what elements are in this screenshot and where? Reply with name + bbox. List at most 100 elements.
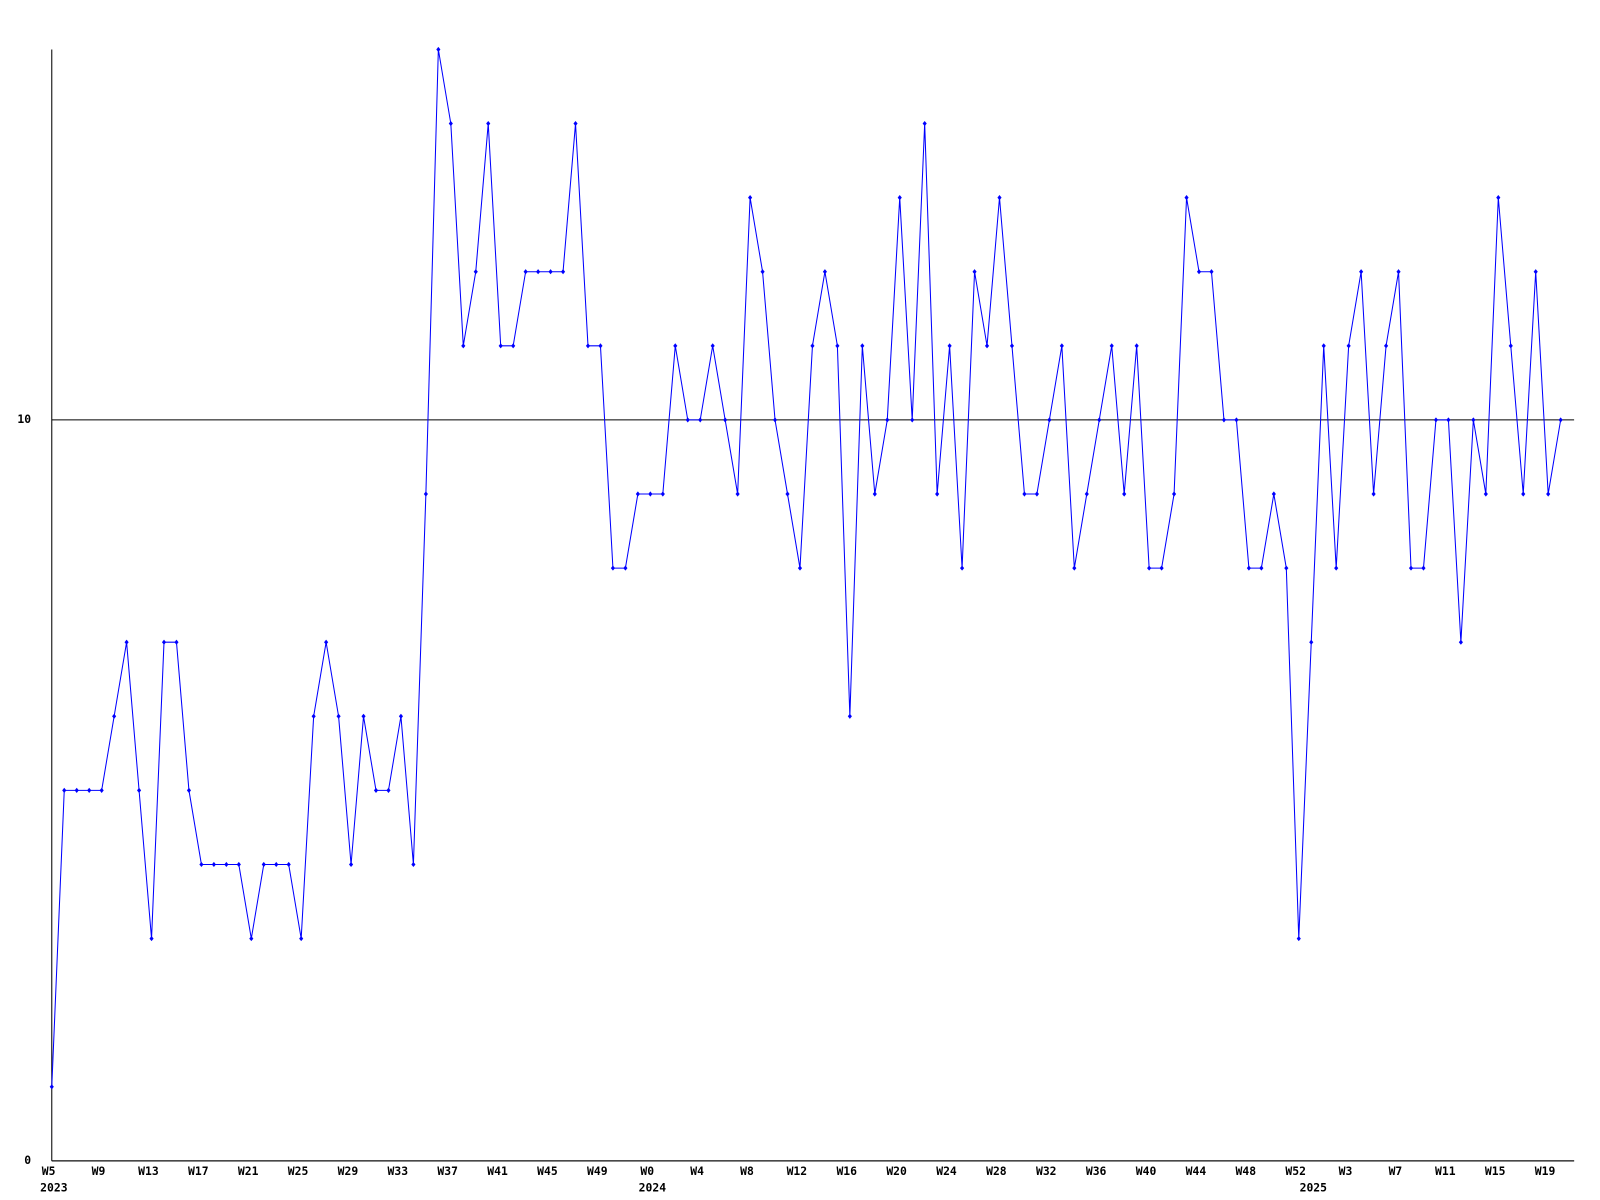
x-tick-label: W33 — [388, 1164, 409, 1178]
data-point — [161, 639, 167, 645]
x-tick-label: W45 — [537, 1164, 558, 1178]
x-tick-label: W41 — [487, 1164, 508, 1178]
grid — [51, 419, 1575, 1162]
x-tick-label: W49 — [587, 1164, 608, 1178]
data-point — [885, 417, 890, 423]
data-point — [1383, 343, 1389, 349]
data-point — [1084, 491, 1089, 497]
data-point — [1159, 565, 1164, 571]
data-point — [1034, 491, 1039, 497]
x-tick-label: W40 — [1136, 1164, 1157, 1178]
data-point — [1009, 343, 1015, 349]
data-point — [99, 787, 104, 793]
data-point — [685, 417, 690, 423]
data-point — [598, 343, 603, 349]
data-point — [174, 639, 179, 645]
data-point — [872, 491, 877, 497]
data-point — [498, 343, 503, 349]
data-point — [398, 713, 404, 719]
data-point — [1396, 269, 1401, 275]
data-point — [411, 861, 416, 868]
x-tick-label: W21 — [238, 1164, 259, 1178]
data-point — [1508, 343, 1513, 349]
x-tick-label: W25 — [288, 1164, 309, 1178]
data-point — [1172, 491, 1177, 497]
data-point — [847, 713, 852, 719]
data-point — [124, 639, 129, 645]
x-tick-label: W9 — [92, 1164, 106, 1178]
data-point — [1496, 195, 1501, 201]
data-point — [461, 343, 466, 349]
data-point — [972, 269, 977, 275]
data-point — [186, 787, 192, 793]
data-point — [1234, 417, 1239, 423]
data-point — [1147, 565, 1152, 571]
data-point — [536, 269, 541, 275]
data-point — [723, 417, 728, 423]
data-point — [772, 417, 778, 423]
data-point — [324, 639, 329, 645]
year-label: 2025 — [1300, 1181, 1328, 1195]
data-point — [935, 491, 940, 497]
x-tick-label: W17 — [188, 1164, 209, 1178]
data-point — [748, 195, 753, 201]
y-tick-label: 10 — [17, 412, 31, 426]
data-point — [822, 269, 827, 275]
data-point — [1359, 269, 1364, 275]
data-point — [635, 491, 640, 497]
data-point — [1221, 417, 1227, 423]
x-tick-label: W3 — [1339, 1164, 1353, 1178]
x-tick-label: W11 — [1435, 1164, 1456, 1178]
data-point — [698, 417, 703, 423]
data-point — [785, 491, 790, 497]
data-point — [286, 861, 291, 868]
data-point — [947, 343, 952, 349]
data-point — [1446, 417, 1451, 423]
data-point — [960, 565, 965, 571]
data-point — [735, 491, 740, 497]
x-tick-label: W36 — [1086, 1164, 1107, 1178]
data-point — [1309, 639, 1314, 645]
data-point — [87, 787, 92, 793]
data-point — [897, 195, 902, 201]
data-point — [336, 713, 341, 719]
x-tick-label: W5 — [42, 1164, 56, 1178]
data-point — [1134, 343, 1139, 349]
data-point — [511, 343, 516, 349]
data-point — [1259, 565, 1264, 571]
x-tick-label: W48 — [1235, 1164, 1256, 1178]
data-point — [910, 417, 915, 423]
data-point — [1097, 417, 1102, 423]
plot-area — [49, 46, 1563, 1090]
data-point — [49, 1084, 54, 1090]
data-point — [1246, 565, 1251, 571]
data-point — [473, 269, 478, 275]
data-point — [361, 713, 366, 719]
x-tick-label: W12 — [787, 1164, 808, 1178]
x-tick-label: W7 — [1389, 1164, 1403, 1178]
data-point — [211, 861, 216, 868]
data-point — [62, 787, 67, 793]
data-point — [984, 343, 990, 349]
data-point — [199, 861, 204, 868]
data-point — [1346, 343, 1351, 349]
year-label: 2023 — [40, 1181, 68, 1195]
data-point — [299, 936, 304, 942]
data-point — [548, 269, 553, 275]
data-point — [436, 46, 441, 53]
data-point — [1022, 491, 1027, 497]
data-point — [1421, 565, 1426, 571]
data-point — [1483, 491, 1488, 497]
x-tick-label: W13 — [138, 1164, 159, 1178]
x-tick-label: W29 — [338, 1164, 359, 1178]
data-point — [835, 343, 840, 349]
y-tick-label: 0 — [24, 1153, 31, 1167]
data-point — [1072, 565, 1077, 571]
data-point — [1184, 195, 1189, 201]
data-point — [673, 343, 678, 349]
x-tick-label: W44 — [1186, 1164, 1207, 1178]
data-point — [486, 120, 491, 127]
data-point — [1533, 269, 1538, 275]
